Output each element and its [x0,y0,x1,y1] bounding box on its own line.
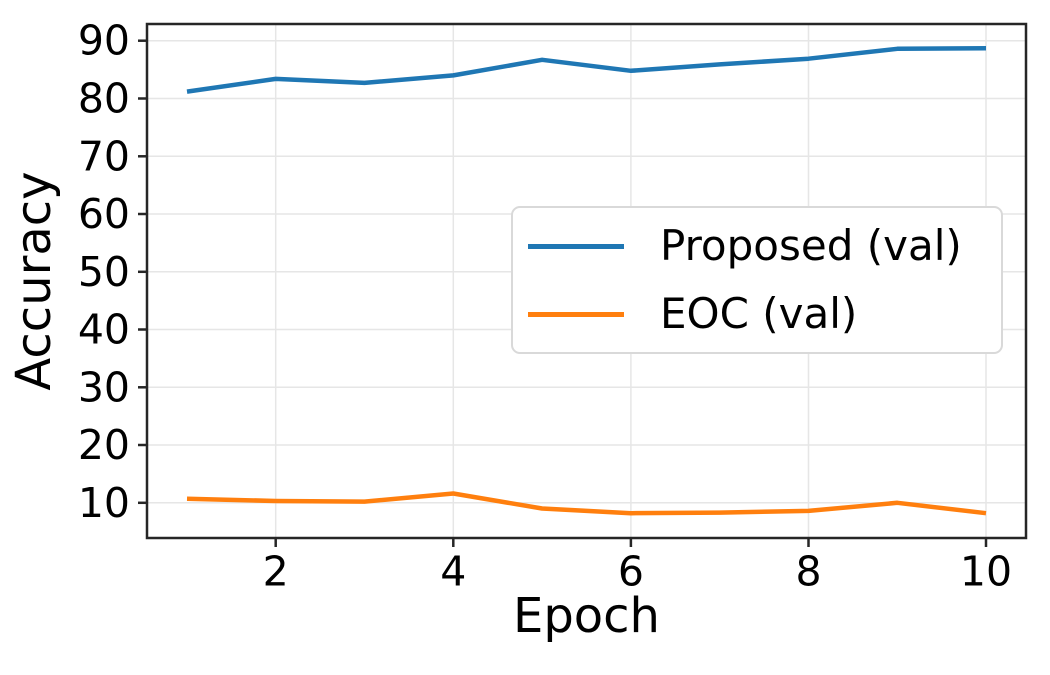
y-tick-label: 30 [78,363,130,411]
legend-entry-proposed: Proposed (val) [513,212,1001,280]
x-axis-label: Epoch [513,588,660,644]
legend-line-proposed-icon [528,243,624,249]
x-tick-label: 8 [795,547,821,595]
y-tick-label: 20 [78,421,130,469]
y-tick-label: 10 [78,479,130,527]
legend-line-eoc-icon [528,311,624,317]
axes-spines [145,22,1028,540]
y-tick-label: 80 [78,75,130,123]
x-tick-label: 6 [618,547,644,595]
legend-label-eoc: EOC (val) [660,289,858,338]
y-tick-label: 60 [78,190,130,238]
y-tick-label: 40 [78,306,130,354]
series-line-1 [186,491,987,516]
legend-entry-eoc: EOC (val) [513,280,1001,348]
x-tick-label: 2 [263,547,289,595]
y-tick-label: 90 [78,17,130,65]
legend: Proposed (val) EOC (val) [511,206,1003,354]
y-axis-label: Accuracy [6,171,62,391]
y-tick-label: 70 [78,132,130,180]
y-tick-label: 50 [78,248,130,296]
legend-label-proposed: Proposed (val) [660,221,962,270]
x-tick-label: 10 [960,547,1012,595]
series-line-0 [186,46,987,94]
x-tick-label: 4 [440,547,466,595]
